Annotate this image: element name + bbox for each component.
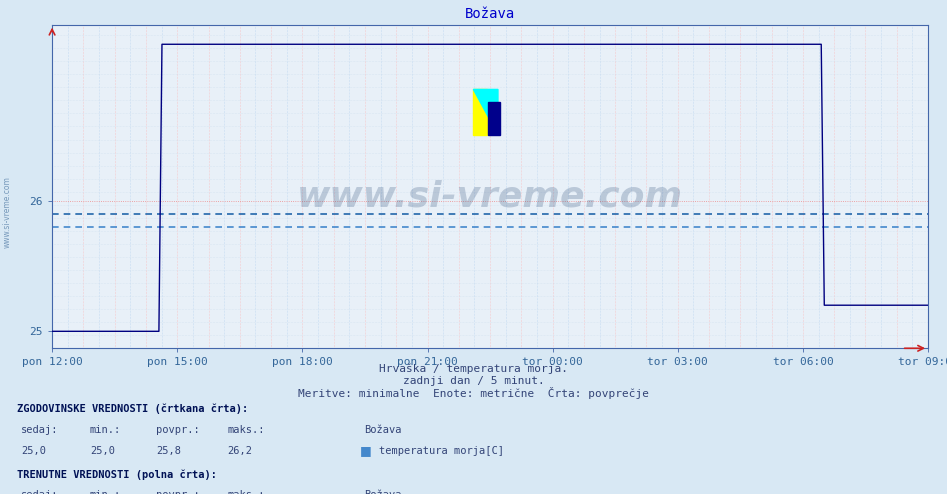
Text: Hrvaška / temperatura morja.: Hrvaška / temperatura morja. [379,364,568,374]
Text: povpr.:: povpr.: [156,491,200,494]
Text: temperatura morja[C]: temperatura morja[C] [379,446,504,456]
Text: ZGODOVINSKE VREDNOSTI (črtkana črta):: ZGODOVINSKE VREDNOSTI (črtkana črta): [17,404,248,414]
Bar [474,89,487,135]
Text: zadnji dan / 5 minut.: zadnji dan / 5 minut. [402,376,545,386]
Text: 25,0: 25,0 [21,446,45,456]
Title: Božava: Božava [465,7,515,21]
Text: www.si-vreme.com: www.si-vreme.com [3,176,12,248]
Text: min.:: min.: [90,425,121,435]
Text: min.:: min.: [90,491,121,494]
Text: sedaj:: sedaj: [21,425,59,435]
Bar [489,102,500,135]
Text: ■: ■ [360,444,371,457]
Text: maks.:: maks.: [227,425,265,435]
Polygon shape [474,89,498,135]
Text: Meritve: minimalne  Enote: metrične  Črta: povprečje: Meritve: minimalne Enote: metrične Črta:… [298,387,649,399]
Text: 26,2: 26,2 [227,446,252,456]
Text: www.si-vreme.com: www.si-vreme.com [297,179,683,213]
Text: Božava: Božava [365,425,402,435]
Text: maks.:: maks.: [227,491,265,494]
Text: TRENUTNE VREDNOSTI (polna črta):: TRENUTNE VREDNOSTI (polna črta): [17,469,217,480]
Text: sedaj:: sedaj: [21,491,59,494]
Text: 25,0: 25,0 [90,446,115,456]
Text: 25,8: 25,8 [156,446,181,456]
Text: povpr.:: povpr.: [156,425,200,435]
Text: Božava: Božava [365,491,402,494]
